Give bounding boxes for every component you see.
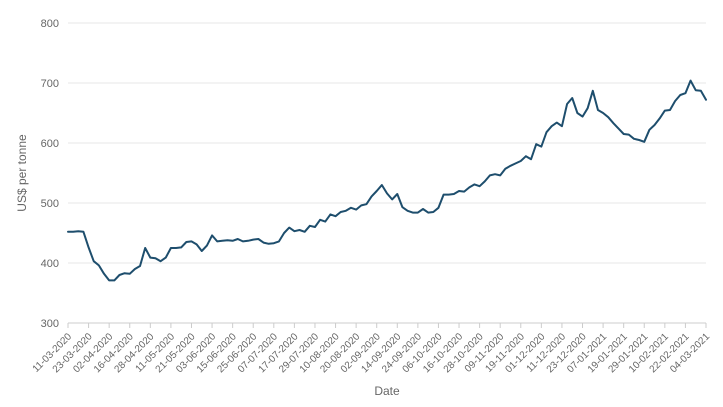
y-tick-label: 800 bbox=[41, 18, 59, 30]
y-axis-labels-group: 300 400 500 600 700 800 bbox=[41, 18, 59, 330]
y-tick-label: 500 bbox=[41, 198, 59, 210]
price-series-line bbox=[67, 79, 707, 282]
y-tick-label: 600 bbox=[41, 138, 59, 150]
x-axis-labels-group: 11-03-202023-03-202002-04-202016-04-2020… bbox=[31, 331, 713, 375]
gridlines-group bbox=[68, 22, 706, 264]
x-axis-title: Date bbox=[374, 384, 400, 398]
y-tick-label: 700 bbox=[41, 78, 59, 90]
price-series-polyline bbox=[67, 79, 707, 282]
y-tick-label: 300 bbox=[41, 318, 59, 330]
y-tick-label: 400 bbox=[41, 258, 59, 270]
y-axis-title: US$ per tonne bbox=[15, 134, 29, 212]
x-axis-group bbox=[67, 322, 707, 328]
